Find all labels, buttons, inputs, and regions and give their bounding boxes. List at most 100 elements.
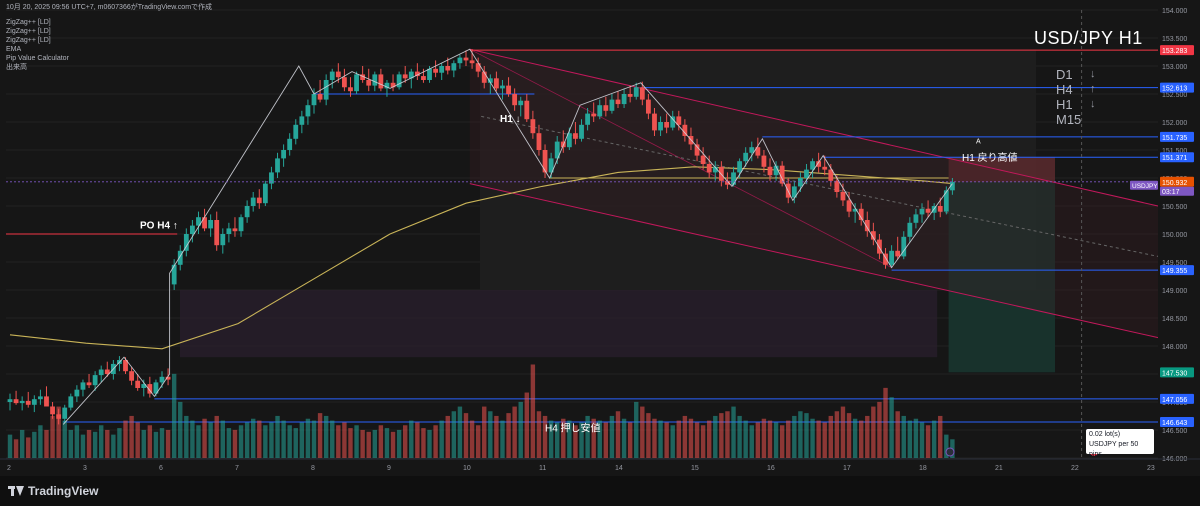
- price-axis-tick: 153.500: [1162, 36, 1187, 43]
- time-axis: 2 3 6 7 8 9 10 11 14 15 16 17 18 21 22 23: [0, 458, 1200, 472]
- time-axis-tick: 18: [919, 465, 927, 472]
- candle-body: [402, 74, 408, 79]
- volume-bar: [761, 418, 767, 458]
- candle-body: [743, 152, 749, 162]
- candle-body: [171, 264, 177, 285]
- volume-bar: [105, 429, 110, 458]
- candle-body: [256, 197, 262, 204]
- candle-body: [633, 87, 639, 97]
- candle-body: [390, 82, 396, 88]
- candle-body: [396, 74, 402, 88]
- candle-body: [433, 68, 438, 73]
- indicator-label[interactable]: EMA: [6, 46, 22, 53]
- candle-body: [165, 376, 171, 380]
- candle-body: [421, 76, 426, 80]
- volume-bar: [439, 420, 444, 458]
- tradingview-logo[interactable]: TradingView: [8, 484, 98, 498]
- volume-bar: [7, 434, 13, 458]
- candle-body: [737, 161, 742, 173]
- candle-body: [481, 71, 487, 83]
- volume-bar: [597, 420, 602, 458]
- volume-bar: [281, 420, 286, 458]
- candle-body: [767, 166, 773, 176]
- candle-body: [646, 99, 651, 114]
- volume-bar: [275, 415, 280, 458]
- volume-bar: [615, 411, 621, 458]
- indicator-label[interactable]: ZigZag++ [LD]: [6, 37, 51, 44]
- candle-body: [548, 158, 554, 173]
- ema-line: [9, 166, 953, 350]
- candle-body: [913, 214, 919, 223]
- price-axis-tick: 150.000: [1162, 232, 1187, 239]
- candle-body: [828, 169, 834, 181]
- volume-bar: [153, 431, 159, 458]
- price-level-tag: [1160, 367, 1194, 378]
- volume-bar: [786, 420, 791, 458]
- candle-body: [323, 80, 329, 100]
- candle-body: [281, 150, 286, 159]
- volume-bar: [220, 420, 225, 458]
- price-chart[interactable]: 153.283 152.613 151.735 151.371 149.355 147.5…: [0, 0, 1200, 476]
- candle-body: [378, 74, 384, 89]
- volume-bar: [719, 413, 724, 458]
- candle-body: [889, 250, 894, 265]
- volume-bar: [360, 429, 365, 458]
- candle-body: [585, 113, 590, 125]
- candle-body: [244, 206, 250, 218]
- indicator-label[interactable]: 出来高: [6, 64, 27, 71]
- candle-body: [299, 116, 305, 125]
- candle-body: [342, 77, 347, 88]
- candle-body: [901, 236, 907, 257]
- candle-body: [92, 375, 98, 386]
- volume-bar: [299, 422, 305, 458]
- volume-bar: [488, 411, 493, 458]
- volume-bar: [287, 425, 292, 458]
- candle-body: [38, 396, 43, 400]
- candle-body: [177, 250, 183, 265]
- candle-body: [603, 105, 609, 111]
- brand-name: TradingView: [28, 484, 99, 498]
- candle-body: [98, 369, 104, 376]
- volume-bar: [159, 428, 165, 458]
- volume-bar: [86, 429, 92, 458]
- time-axis-tick: 15: [691, 465, 699, 472]
- volume-bar: [749, 425, 754, 458]
- volume-bar: [184, 415, 189, 458]
- candle-body: [566, 133, 572, 148]
- candle-body: [664, 122, 670, 128]
- volume-bar: [269, 422, 274, 458]
- candle-body: [80, 382, 86, 390]
- volume-bar: [585, 415, 590, 458]
- indicator-label[interactable]: Pip Value Calculator: [6, 55, 69, 62]
- indicator-label[interactable]: ZigZag++ [LD]: [6, 19, 51, 26]
- volume-bar: [810, 418, 815, 458]
- lot-size-text: 0.02 lot(s): [1089, 431, 1121, 438]
- price-axis-tick: 153.000: [1162, 64, 1187, 71]
- volume-bar: [682, 415, 688, 458]
- volume-bar: [792, 415, 797, 458]
- candle-body: [615, 99, 621, 105]
- candle-body: [50, 406, 55, 415]
- candle-body: [937, 206, 943, 212]
- time-axis-tick: 14: [615, 465, 623, 472]
- footer-bar: [0, 476, 1200, 506]
- volume-bar: [390, 431, 396, 458]
- channel-diagonal: [469, 48, 892, 268]
- volume-bar: [871, 406, 876, 458]
- candle-body: [153, 382, 159, 394]
- candle-body: [840, 192, 846, 201]
- candle-body: [463, 57, 469, 61]
- volume-bar: [743, 420, 748, 458]
- candle-body: [943, 190, 949, 212]
- candle-body: [214, 220, 220, 246]
- candle-body: [858, 208, 864, 220]
- candle-body: [919, 208, 925, 215]
- candle-body: [487, 78, 493, 83]
- volume-bar: [348, 428, 353, 458]
- volume-bar: [828, 415, 833, 458]
- chart-header: 10月 20, 2025 09:56 UTC+7, m0607366がTradi…: [6, 3, 212, 12]
- volume-bar: [451, 411, 457, 458]
- candle-body: [159, 376, 165, 383]
- volume-bar: [68, 429, 73, 458]
- indicator-label[interactable]: ZigZag++ [LD]: [6, 28, 51, 35]
